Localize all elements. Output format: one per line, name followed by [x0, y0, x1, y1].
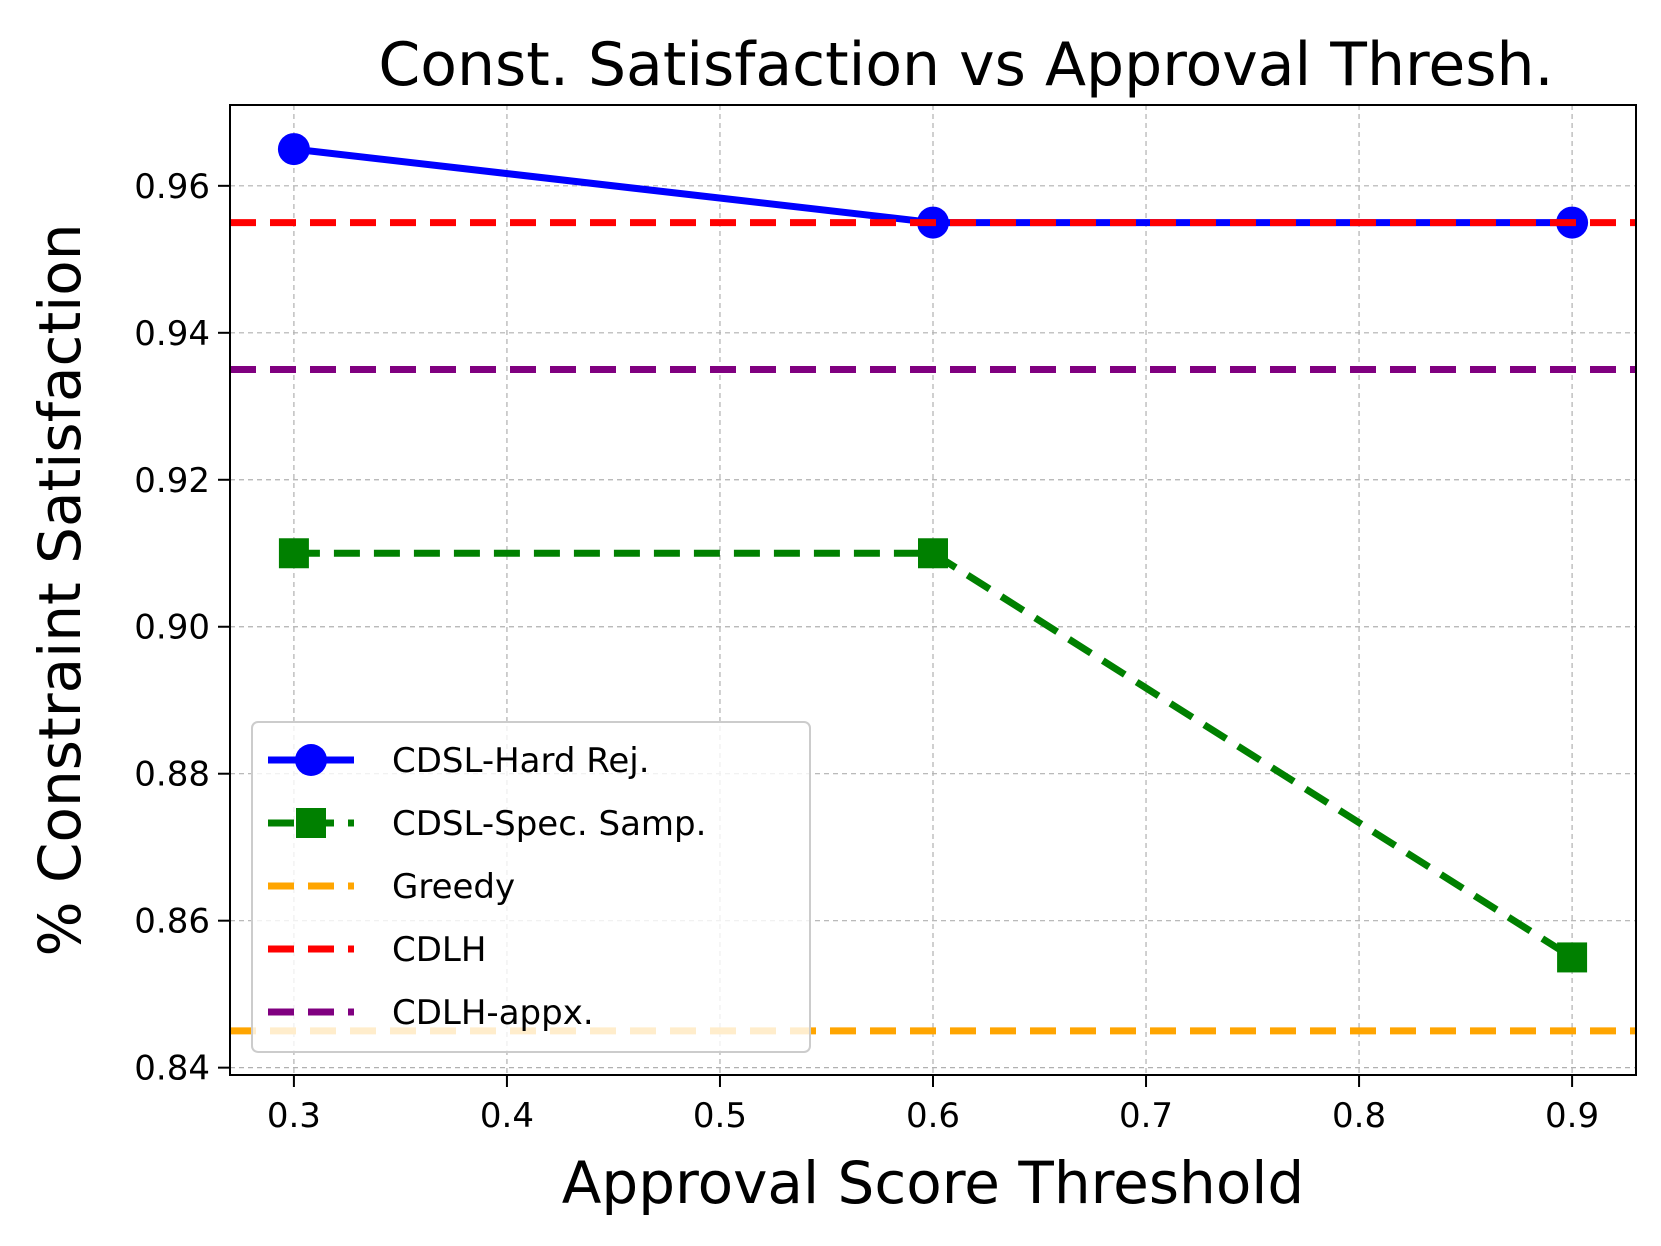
ticks: 0.3 0.4 0.5 0.6 0.7 0.8 0.9 0.84 0.86 0.88 0.90 0.9…	[134, 167, 1599, 1136]
x-tick-label: 0.7	[1119, 1096, 1173, 1136]
legend: CDSL-Hard Rej. CDSL-Spec. Samp. Greedy CDLH…	[251, 721, 811, 1053]
legend-label-cdsl-spec-samp: CDSL-Spec. Samp.	[392, 804, 706, 844]
cdsl-spec-samp-point	[1557, 942, 1588, 973]
cdsl-hard-rej-point	[277, 133, 310, 166]
series-layer	[230, 133, 1636, 1035]
x-tick-label: 0.8	[1332, 1096, 1386, 1136]
cdsl-spec-samp-line	[293, 549, 1574, 961]
y-axis-label: % Constraint Satisfaction	[26, 223, 94, 956]
legend-marker-cdsl-spec-samp	[296, 808, 326, 838]
x-tick-label: 0.6	[906, 1096, 960, 1136]
y-tick-label: 0.90	[134, 608, 210, 648]
y-tick-label: 0.88	[134, 755, 210, 795]
legend-label-cdlh: CDLH	[392, 930, 486, 970]
y-tick-label: 0.96	[134, 167, 210, 207]
legend-label-cdsl-hard-rej: CDSL-Hard Rej.	[392, 741, 650, 781]
x-tick-label: 0.9	[1545, 1096, 1599, 1136]
x-axis-label: Approval Score Threshold	[562, 1149, 1305, 1217]
x-tick-label: 0.5	[693, 1096, 747, 1136]
legend-label-cdlh-appx: CDLH-appx.	[392, 993, 594, 1033]
legend-label-greedy: Greedy	[392, 867, 515, 907]
y-tick-label: 0.94	[134, 314, 210, 354]
cdsl-spec-samp-point	[278, 538, 309, 569]
legend-frame	[251, 721, 811, 1053]
chart-title: Const. Satisfaction vs Approval Thresh.	[378, 30, 1553, 100]
legend-marker-cdsl-hard-rej	[295, 744, 327, 776]
y-tick-label: 0.84	[134, 1049, 210, 1089]
x-tick-label: 0.3	[267, 1096, 321, 1136]
y-tick-label: 0.86	[134, 902, 210, 942]
y-tick-label: 0.92	[134, 461, 210, 501]
cdsl-spec-samp-point	[918, 538, 948, 569]
x-tick-label: 0.4	[480, 1096, 534, 1136]
